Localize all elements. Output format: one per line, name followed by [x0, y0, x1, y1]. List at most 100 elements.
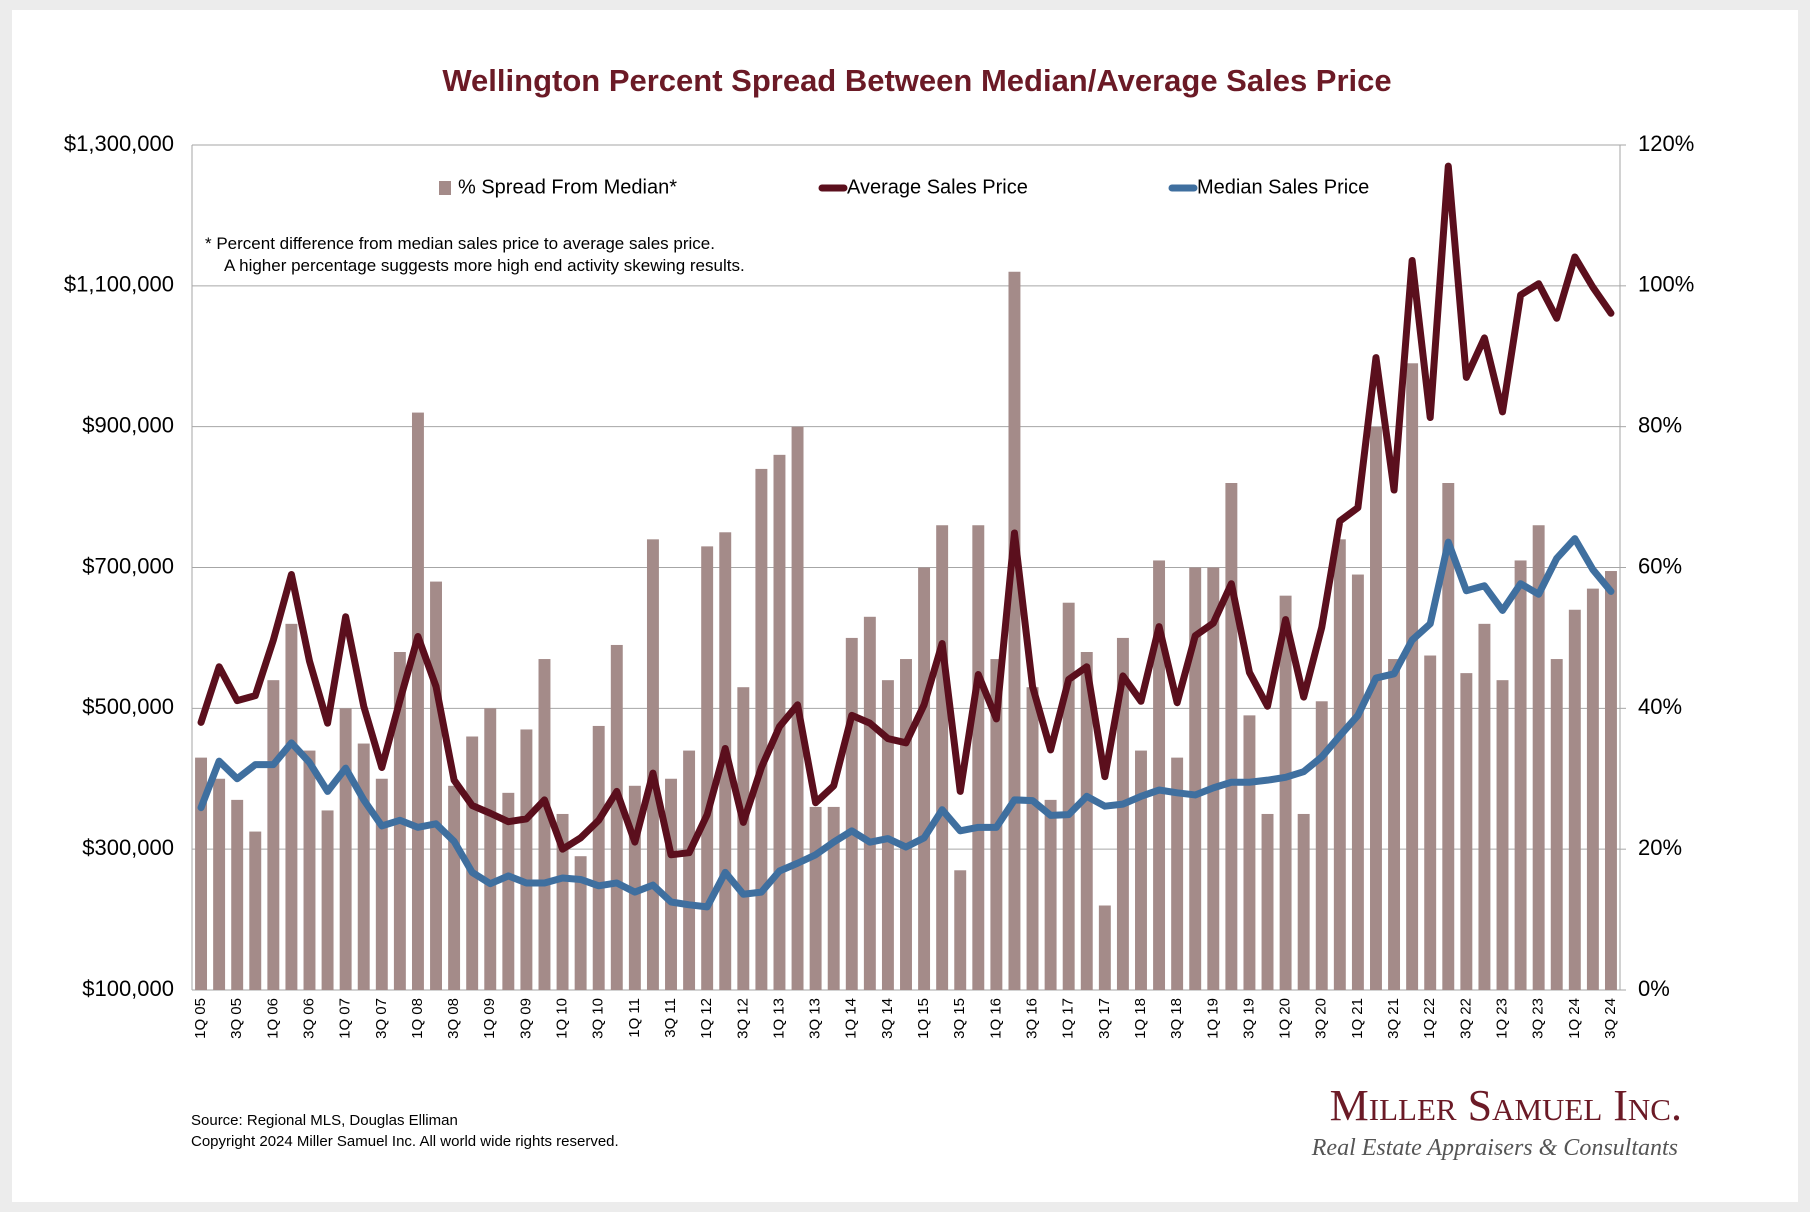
- x-tick-label: 3Q 12: [734, 998, 751, 1039]
- bar: [1062, 602, 1075, 990]
- x-tick-label: 3Q 23: [1530, 998, 1547, 1039]
- bar: [1135, 750, 1147, 990]
- annotation: A higher percentage suggests more high e…: [224, 256, 745, 275]
- bar: [1442, 483, 1455, 990]
- bar: [448, 785, 461, 990]
- x-tick-label: 3Q 24: [1602, 998, 1619, 1039]
- bar: [683, 750, 696, 990]
- annotation: * Percent difference from median sales p…: [205, 234, 715, 253]
- line-series: [197, 162, 1615, 859]
- logo-name: Miller Samuel Inc.: [1330, 1081, 1682, 1130]
- bar: [972, 525, 985, 990]
- bar: [1550, 659, 1563, 990]
- bar: [863, 616, 876, 990]
- y2-tick-label: 20%: [1638, 835, 1682, 860]
- bar: [213, 778, 226, 990]
- y-tick-label: $1,100,000: [64, 272, 174, 297]
- bar: [755, 468, 768, 991]
- y2-tick-label: 0%: [1638, 976, 1670, 1001]
- y-tick-label: $100,000: [82, 976, 174, 1001]
- bar: [1008, 271, 1021, 990]
- bar: [285, 623, 298, 990]
- bar: [1315, 701, 1328, 990]
- bar: [1098, 905, 1111, 990]
- bar: [574, 856, 587, 990]
- legend-label: % Spread From Median*: [458, 176, 677, 198]
- x-tick-label: 1Q 12: [698, 998, 715, 1039]
- y2-tick-label: 60%: [1638, 553, 1682, 578]
- bar: [1207, 567, 1220, 990]
- x-tick-label: 3Q 08: [445, 998, 462, 1039]
- bar: [430, 581, 442, 990]
- bar: [1514, 560, 1527, 990]
- bar: [1225, 483, 1238, 990]
- bar: [1496, 680, 1509, 990]
- x-tick-label: 1Q 07: [337, 998, 354, 1039]
- bar: [665, 778, 677, 990]
- x-tick-label: 1Q 16: [987, 998, 1004, 1039]
- bar: [809, 806, 822, 990]
- y2-tick-label: 120%: [1638, 131, 1694, 156]
- bar: [1189, 567, 1202, 990]
- x-tick-label: 3Q 20: [1313, 998, 1330, 1039]
- bar: [1388, 659, 1401, 990]
- bar: [628, 785, 641, 990]
- bar: [1351, 574, 1364, 990]
- x-tick-label: 3Q 10: [590, 998, 607, 1039]
- bar: [1424, 655, 1437, 990]
- bar: [900, 659, 912, 990]
- bar: [249, 831, 262, 990]
- legend-label: Median Sales Price: [1197, 176, 1369, 198]
- bar: [1116, 637, 1129, 990]
- bar: [195, 757, 208, 990]
- bar: [1261, 813, 1274, 990]
- line-series: [197, 535, 1615, 911]
- x-tick-label: 3Q 09: [517, 998, 534, 1039]
- bar: [321, 810, 334, 990]
- bar: [1153, 560, 1166, 990]
- bar: [1333, 539, 1346, 990]
- bar: [267, 680, 280, 990]
- legend-label: Average Sales Price: [847, 176, 1028, 198]
- bar: [466, 736, 479, 990]
- x-tick-label: 1Q 13: [770, 998, 787, 1039]
- bar: [646, 539, 659, 990]
- bar: [936, 525, 949, 990]
- bar: [1171, 757, 1184, 990]
- x-tick-label: 1Q 21: [1349, 998, 1366, 1039]
- bar: [1568, 609, 1581, 990]
- x-tick-label: 3Q 22: [1457, 998, 1474, 1039]
- bar: [357, 743, 370, 990]
- x-tick-label: 1Q 18: [1132, 998, 1149, 1039]
- bar: [375, 778, 388, 990]
- bar: [610, 644, 623, 990]
- bar: [1586, 588, 1599, 990]
- bar: [827, 806, 840, 990]
- x-tick-label: 1Q 23: [1493, 998, 1510, 1039]
- x-tick-label: 1Q 09: [481, 998, 498, 1039]
- x-tick-label: 3Q 13: [807, 998, 824, 1039]
- source-note: Copyright 2024 Miller Samuel Inc. All wo…: [191, 1133, 619, 1150]
- bar: [303, 750, 316, 990]
- x-tick-label: 3Q 14: [879, 998, 896, 1039]
- source-note: Source: Regional MLS, Douglas Elliman: [191, 1112, 458, 1129]
- x-tick-label: 1Q 11: [626, 998, 643, 1038]
- x-tick-label: 1Q 24: [1566, 998, 1583, 1039]
- x-tick-label: 3Q 05: [228, 998, 245, 1039]
- bar: [737, 687, 750, 990]
- bar: [1279, 595, 1292, 990]
- x-tick-label: 3Q 21: [1385, 998, 1402, 1039]
- bar: [881, 680, 894, 990]
- bar: [484, 708, 497, 990]
- bar: [954, 870, 967, 990]
- x-tick-label: 1Q 17: [1060, 998, 1077, 1039]
- bar: [538, 659, 551, 990]
- y-tick-label: $300,000: [82, 835, 174, 860]
- bar: [845, 637, 858, 990]
- bar: [1478, 623, 1491, 990]
- bar: [1370, 426, 1382, 991]
- bar: [502, 792, 515, 990]
- bar: [1406, 363, 1419, 991]
